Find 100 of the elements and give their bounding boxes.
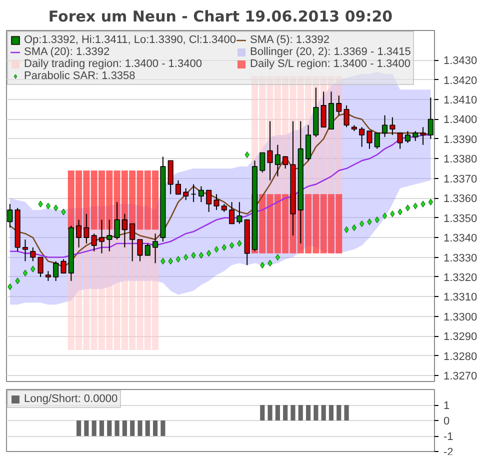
point <box>46 202 50 210</box>
legend-label: Op:1.3392, Hi:1.3411, Lo:1.3390, Cl:1.3400 <box>24 34 236 46</box>
bar <box>98 170 105 230</box>
legend-label: SMA (5): 1.3392 <box>250 34 330 46</box>
legend-label: Long/Short: 0.0000 <box>24 393 118 405</box>
point <box>38 200 43 208</box>
y-tick-label: 1.3310 <box>444 292 478 304</box>
bar <box>282 194 289 254</box>
y-tick-label: 1 <box>444 400 450 412</box>
point <box>22 270 28 276</box>
candlestick <box>91 233 97 252</box>
candlestick <box>412 130 418 142</box>
y-tick-label: 1.3340 <box>444 232 478 245</box>
point <box>344 226 349 233</box>
bar <box>259 194 266 254</box>
point <box>54 204 58 212</box>
candlestick <box>38 256 44 278</box>
bar <box>320 194 327 254</box>
candlestick <box>382 114 388 138</box>
point <box>15 278 20 284</box>
y-tick-label: 1.3410 <box>444 94 478 107</box>
candlestick <box>229 202 235 224</box>
candlestick <box>214 194 220 210</box>
point <box>268 260 272 266</box>
candlestick <box>183 188 189 201</box>
bar <box>328 194 334 254</box>
y-tick-label: 1.3300 <box>444 311 478 324</box>
y-tick-label: 1.3270 <box>444 370 478 383</box>
point <box>352 224 356 231</box>
candlestick <box>168 160 174 195</box>
point <box>382 212 388 220</box>
point <box>390 210 395 218</box>
y-tick-label: 1.3290 <box>444 331 478 344</box>
bar <box>336 194 342 254</box>
y-tick-label: 1.3430 <box>444 55 478 68</box>
candlestick <box>22 239 28 262</box>
point <box>222 244 226 251</box>
candlestick <box>397 132 403 150</box>
y-tick-label: 1.3330 <box>444 252 478 264</box>
candlestick <box>144 242 150 256</box>
point <box>176 256 181 263</box>
y-tick-label: -1 <box>444 431 454 443</box>
candlestick <box>260 152 266 173</box>
bar <box>305 194 312 254</box>
point <box>229 242 234 249</box>
candlestick <box>336 95 342 116</box>
y-tick-label: 1.3420 <box>444 74 478 87</box>
bar <box>266 194 274 254</box>
point <box>206 250 212 257</box>
candlestick <box>190 184 196 203</box>
point <box>214 246 219 253</box>
legend-label: Daily trading region: 1.3400 - 1.3400 <box>24 58 202 70</box>
point <box>191 252 196 259</box>
candlestick <box>137 239 143 262</box>
bar <box>106 170 113 230</box>
candlestick <box>374 132 380 150</box>
point <box>237 240 242 247</box>
candlestick <box>7 204 13 228</box>
candlestick <box>198 186 204 203</box>
candlestick <box>366 130 372 150</box>
candlestick <box>206 190 212 212</box>
y-tick-label: 1.3320 <box>444 272 478 284</box>
bar <box>144 170 151 230</box>
candlestick <box>390 116 396 136</box>
legend-label: Parabolic SAR: 1.3358 <box>24 70 136 82</box>
candlestick <box>344 104 350 128</box>
candlestick <box>306 124 312 162</box>
point <box>260 262 265 268</box>
point <box>413 202 418 210</box>
point <box>428 198 433 206</box>
candlestick <box>274 144 280 177</box>
bar <box>90 170 98 230</box>
y-tick-label: 1.3390 <box>444 134 478 146</box>
bar <box>274 194 281 254</box>
candlestick <box>53 260 59 282</box>
bar <box>312 194 320 254</box>
y-tick-label: 1.3350 <box>444 212 478 225</box>
y-tick-label: 1.3400 <box>444 114 478 126</box>
y-tick-label: 1.3280 <box>444 350 478 363</box>
candlestick <box>320 91 326 128</box>
candlestick <box>175 180 182 195</box>
point <box>8 284 12 290</box>
candlestick <box>404 130 410 144</box>
candlestick <box>152 233 158 264</box>
point <box>374 216 380 224</box>
legend-label: Daily S/L region: 1.3400 - 1.3400 <box>250 58 410 70</box>
y-tick-label: 1.3370 <box>444 173 478 186</box>
legend-label: SMA (20): 1.3392 <box>24 46 110 58</box>
y-tick-label: 1.3360 <box>444 193 478 206</box>
point <box>398 208 402 216</box>
y-tick-label: 1.3380 <box>444 154 478 166</box>
candlestick <box>60 258 66 274</box>
point <box>198 252 204 259</box>
candlestick <box>30 246 36 262</box>
bar <box>136 170 144 230</box>
legend-label: Bollinger (20, 2): 1.3369 - 1.3415 <box>250 46 411 58</box>
candlestick <box>45 270 51 282</box>
candlestick <box>420 126 426 146</box>
point <box>30 266 36 272</box>
candlestick <box>236 202 242 224</box>
